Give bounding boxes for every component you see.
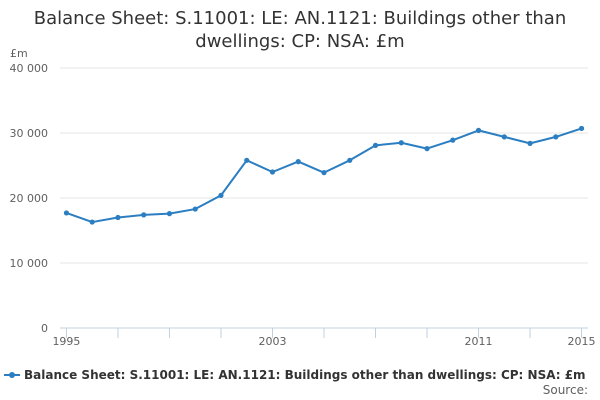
data-point-2009[interactable] [424,146,430,152]
data-point-2002[interactable] [244,157,250,163]
y-axis-unit: £m [10,47,28,60]
data-point-2001[interactable] [218,192,224,198]
y-tick-label-2: 20 000 [10,192,49,205]
data-point-1999[interactable] [166,211,173,217]
y-tick-label-4: 40 000 [10,62,49,75]
data-point-2015[interactable] [578,125,585,132]
data-point-2013[interactable] [527,140,533,146]
data-point-1998[interactable] [141,212,147,218]
data-point-2007[interactable] [372,142,379,148]
data-point-2012[interactable] [501,134,507,140]
data-point-2006[interactable] [347,157,353,163]
x-axis [60,327,588,338]
y-tick-label-3: 30 000 [10,127,49,140]
chart-title-line-1: Balance Sheet: S.11001: LE: AN.1121: Bui… [34,8,567,29]
data-point-2004[interactable] [295,159,301,165]
x-tick-label-2015: 2015 [568,335,596,348]
data-point-2003[interactable] [269,169,276,175]
data-point-2008[interactable] [398,140,404,146]
data-point-2000[interactable] [192,206,198,212]
data-point-1995[interactable] [63,210,70,216]
data-point-2005[interactable] [321,170,327,176]
legend-label: Balance Sheet: S.11001: LE: AN.1121: Bui… [24,368,586,382]
x-tick-label-2011: 2011 [465,335,493,348]
x-tick-label-1995: 1995 [52,335,80,348]
y-tick-label-1: 10 000 [10,257,49,270]
chart-title: Balance Sheet: S.11001: LE: AN.1121: Bui… [34,8,567,52]
y-tick-label-0: 0 [41,322,48,335]
data-point-2014[interactable] [553,134,559,140]
data-point-2010[interactable] [450,137,456,143]
series-layer [63,125,585,225]
legend-marker-symbol [9,372,15,378]
series-line-0 [66,127,582,224]
data-point-2011[interactable] [475,127,482,133]
legend[interactable]: Balance Sheet: S.11001: LE: AN.1121: Bui… [4,368,586,382]
x-axis-ticks: 1995 2003 2011 2015 [52,335,595,348]
source-label: Source: [543,383,588,397]
y-axis-ticks: 0 10 000 20 000 30 000 40 000 [10,62,49,335]
grid [60,67,588,264]
x-tick-label-2003: 2003 [258,335,286,348]
data-point-1996[interactable] [89,219,95,225]
data-point-1997[interactable] [115,214,121,221]
chart-title-line-2: dwellings: CP: NSA: £m [195,31,404,52]
